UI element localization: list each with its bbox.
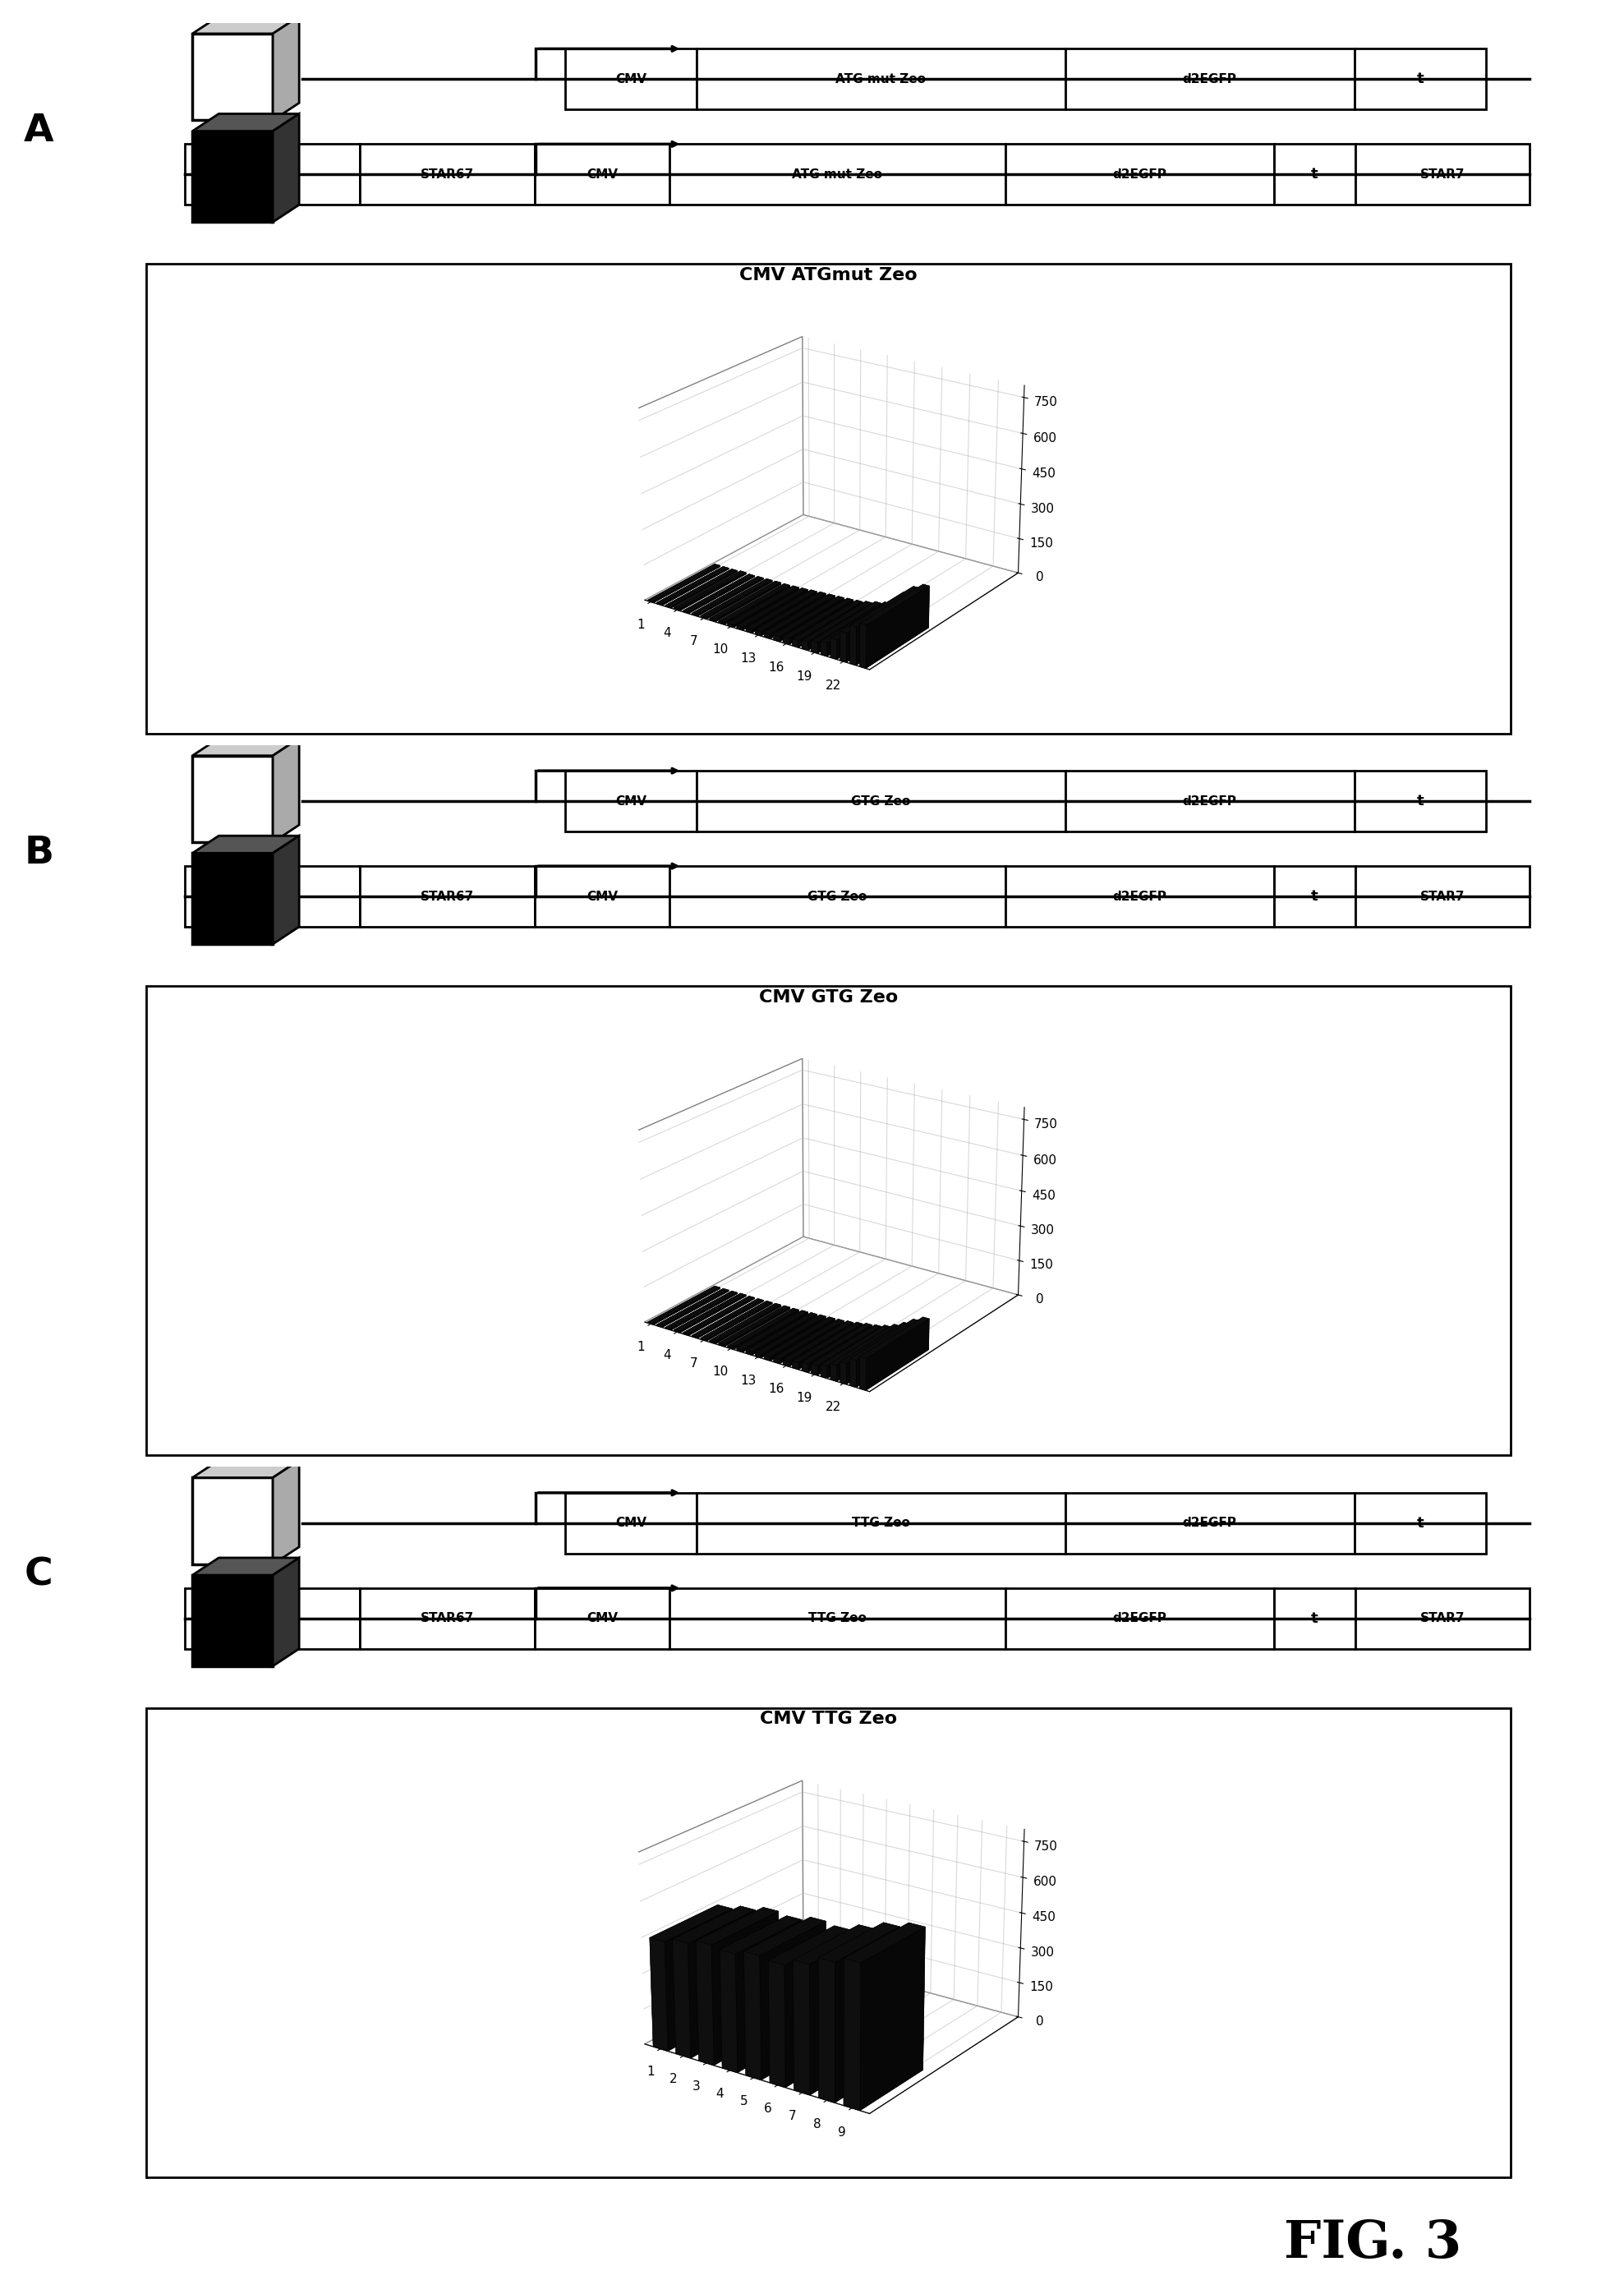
Polygon shape (192, 1477, 273, 1564)
Text: A: A (24, 112, 54, 150)
FancyBboxPatch shape (1065, 1493, 1354, 1553)
Polygon shape (192, 755, 273, 841)
Polygon shape (273, 1459, 299, 1564)
FancyBboxPatch shape (565, 48, 697, 109)
Text: STAR7: STAR7 (250, 1612, 296, 1626)
Text: d2EGFP: d2EGFP (1112, 889, 1168, 903)
FancyBboxPatch shape (361, 1589, 534, 1648)
Polygon shape (192, 16, 299, 34)
Text: d2EGFP: d2EGFP (1182, 796, 1237, 807)
Text: CMV: CMV (615, 1516, 646, 1530)
FancyBboxPatch shape (1065, 48, 1354, 109)
FancyBboxPatch shape (697, 771, 1065, 832)
Text: t: t (1311, 1612, 1319, 1626)
Title: CMV ATGmut Zeo: CMV ATGmut Zeo (739, 267, 918, 283)
Polygon shape (192, 130, 273, 221)
FancyBboxPatch shape (185, 1589, 361, 1648)
Text: STAR67: STAR67 (421, 169, 474, 180)
FancyBboxPatch shape (1354, 771, 1486, 832)
Polygon shape (192, 1459, 299, 1477)
Polygon shape (192, 114, 299, 130)
Polygon shape (192, 837, 299, 853)
FancyBboxPatch shape (1354, 1493, 1486, 1553)
Text: t: t (1416, 793, 1424, 809)
Text: ATG mut Zeo: ATG mut Zeo (836, 73, 926, 84)
Polygon shape (273, 16, 299, 121)
Text: GTG Zeo: GTG Zeo (807, 889, 867, 903)
Polygon shape (273, 1557, 299, 1667)
Polygon shape (192, 853, 273, 944)
Polygon shape (273, 114, 299, 221)
Text: CMV: CMV (586, 169, 617, 180)
Text: CMV: CMV (586, 1612, 617, 1626)
Text: C: C (24, 1557, 54, 1594)
FancyBboxPatch shape (1275, 144, 1354, 205)
FancyBboxPatch shape (1005, 144, 1275, 205)
Text: STAR7: STAR7 (250, 169, 296, 180)
FancyBboxPatch shape (1005, 866, 1275, 926)
Text: TTG Zeo: TTG Zeo (851, 1516, 909, 1530)
Text: CMV: CMV (586, 889, 617, 903)
Text: B: B (24, 834, 54, 871)
FancyBboxPatch shape (565, 771, 697, 832)
Text: GTG Zeo: GTG Zeo (851, 796, 911, 807)
Polygon shape (192, 1557, 299, 1575)
Text: FIG. 3: FIG. 3 (1285, 2218, 1462, 2269)
Polygon shape (192, 1575, 273, 1667)
Polygon shape (273, 837, 299, 944)
FancyBboxPatch shape (565, 1493, 697, 1553)
Text: d2EGFP: d2EGFP (1182, 73, 1237, 84)
Text: d2EGFP: d2EGFP (1112, 1612, 1168, 1626)
FancyBboxPatch shape (534, 866, 669, 926)
FancyBboxPatch shape (669, 866, 1005, 926)
FancyBboxPatch shape (1354, 866, 1530, 926)
Title: CMV GTG Zeo: CMV GTG Zeo (758, 990, 898, 1005)
FancyBboxPatch shape (697, 1493, 1065, 1553)
FancyBboxPatch shape (534, 1589, 669, 1648)
Text: STAR67: STAR67 (421, 1612, 474, 1626)
Text: t: t (1416, 71, 1424, 87)
FancyBboxPatch shape (361, 144, 534, 205)
FancyBboxPatch shape (1354, 1589, 1530, 1648)
Polygon shape (273, 739, 299, 841)
FancyBboxPatch shape (1065, 771, 1354, 832)
FancyBboxPatch shape (1275, 1589, 1354, 1648)
Polygon shape (192, 34, 273, 121)
FancyBboxPatch shape (1005, 1589, 1275, 1648)
Text: d2EGFP: d2EGFP (1112, 169, 1168, 180)
FancyBboxPatch shape (697, 48, 1065, 109)
Text: STAR7: STAR7 (250, 889, 296, 903)
FancyBboxPatch shape (1275, 866, 1354, 926)
FancyBboxPatch shape (669, 1589, 1005, 1648)
Text: CMV: CMV (615, 73, 646, 84)
Text: STAR7: STAR7 (1419, 889, 1465, 903)
FancyBboxPatch shape (185, 866, 361, 926)
Polygon shape (192, 739, 299, 755)
Text: d2EGFP: d2EGFP (1182, 1516, 1237, 1530)
FancyBboxPatch shape (361, 866, 534, 926)
FancyBboxPatch shape (185, 144, 361, 205)
Text: ATG mut Zeo: ATG mut Zeo (793, 169, 882, 180)
FancyBboxPatch shape (1354, 144, 1530, 205)
Text: STAR7: STAR7 (1419, 169, 1465, 180)
Text: CMV: CMV (615, 796, 646, 807)
FancyBboxPatch shape (1354, 48, 1486, 109)
Text: t: t (1311, 166, 1319, 182)
Text: STAR67: STAR67 (421, 889, 474, 903)
Text: TTG Zeo: TTG Zeo (809, 1612, 867, 1626)
Text: t: t (1416, 1516, 1424, 1530)
FancyBboxPatch shape (669, 144, 1005, 205)
Title: CMV TTG Zeo: CMV TTG Zeo (760, 1710, 896, 1728)
Text: t: t (1311, 889, 1319, 903)
Text: STAR7: STAR7 (1419, 1612, 1465, 1626)
FancyBboxPatch shape (534, 144, 669, 205)
